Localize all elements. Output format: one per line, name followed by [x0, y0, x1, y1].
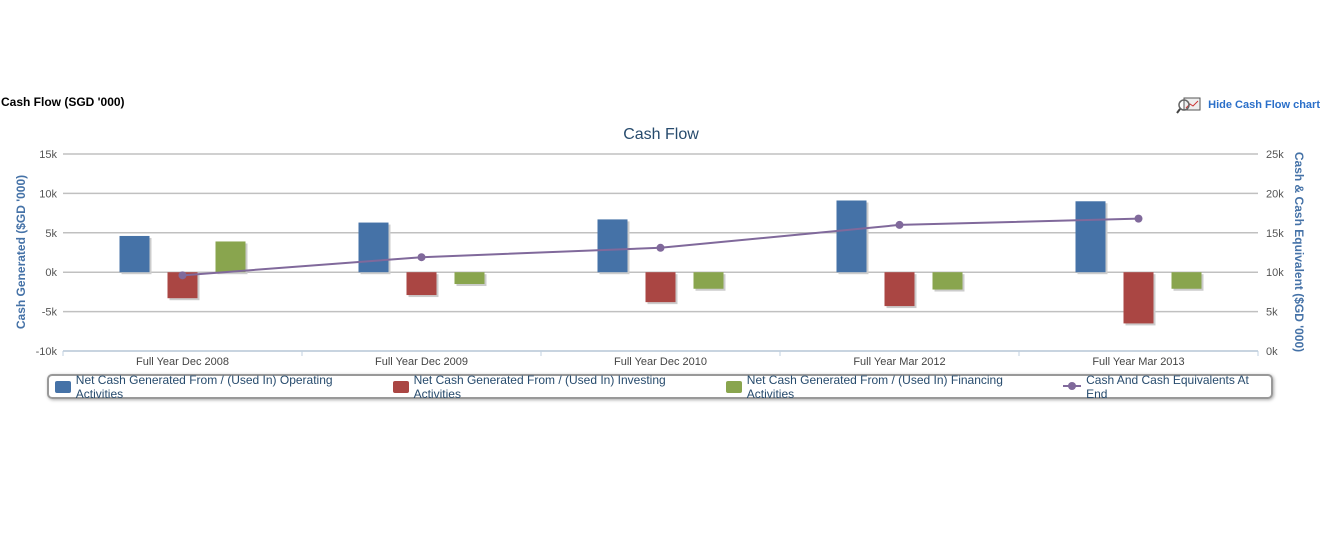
- line-point: [417, 253, 426, 262]
- x-tick-label: Full Year Dec 2010: [614, 356, 707, 368]
- legend-label: Net Cash Generated From / (Used In) Fina…: [746, 372, 1003, 401]
- y2-tick-label: 0k: [1266, 346, 1278, 358]
- y-axis-label: Cash Generated ($GD '000): [14, 175, 28, 329]
- y2-tick-label: 10k: [1266, 267, 1284, 279]
- y-tick-label: 5k: [45, 228, 57, 240]
- y-tick-label: 15k: [39, 149, 57, 161]
- chart-magnifier-icon: [1176, 97, 1201, 114]
- y-tick-label: 0k: [45, 267, 57, 279]
- chart-legend: Net Cash Generated From / (Used In) Oper…: [47, 372, 1273, 401]
- line-point: [895, 220, 904, 229]
- legend-item[interactable]: Net Cash Generated From / (Used In) Oper…: [55, 373, 379, 401]
- chart-title: Cash Flow: [623, 126, 699, 143]
- hide-chart-label: Hide Cash Flow chart: [1208, 99, 1320, 111]
- legend-swatch: [392, 380, 409, 393]
- y2-tick-label: 25k: [1266, 149, 1284, 161]
- line-point: [1134, 214, 1143, 223]
- bar: [1123, 272, 1154, 324]
- y-tick-label: -10k: [36, 346, 58, 358]
- legend-label: Net Cash Generated From / (Used In) Inve…: [413, 372, 666, 401]
- line-point: [656, 243, 665, 252]
- y2-tick-label: 20k: [1266, 188, 1284, 200]
- x-tick-label: Full Year Dec 2008: [136, 356, 229, 368]
- legend-item[interactable]: Net Cash Generated From / (Used In) Fina…: [725, 372, 1049, 401]
- y-tick-label: -5k: [42, 307, 58, 319]
- legend-line-marker: [1063, 380, 1082, 394]
- bar: [1075, 201, 1106, 273]
- y-tick-label: 10k: [39, 188, 57, 200]
- bar: [884, 272, 915, 307]
- cash-flow-chart: Cash Flow -10k 0k -5k 5k 0k 10k 5k 15k 10k 20k 15k…: [14, 126, 1306, 368]
- y2-tick-label: 15k: [1266, 228, 1284, 240]
- legend-item[interactable]: Cash And Cash Equivalents At End: [1063, 373, 1271, 401]
- line-point: [178, 271, 187, 280]
- x-tick-label: Full Year Mar 2013: [1092, 356, 1184, 368]
- bar: [358, 222, 389, 273]
- bar: [693, 272, 724, 289]
- bar: [454, 272, 485, 285]
- hide-chart-link[interactable]: Hide Cash Flow chart: [1176, 96, 1320, 114]
- legend-swatch: [725, 380, 742, 393]
- bar: [932, 272, 963, 290]
- y2-tick-label: 5k: [1266, 307, 1278, 319]
- x-tick-label: Full Year Mar 2012: [853, 356, 945, 368]
- bar: [1171, 272, 1202, 289]
- bar: [215, 241, 246, 273]
- x-tick-label: Full Year Dec 2009: [375, 356, 468, 368]
- bar: [597, 219, 628, 273]
- section-title: Cash Flow (SGD '000): [1, 95, 125, 109]
- legend-label: Cash And Cash Equivalents At End: [1086, 372, 1249, 401]
- bar: [645, 272, 676, 303]
- bar: [406, 272, 437, 296]
- legend-label: Net Cash Generated From / (Used In) Oper…: [75, 372, 333, 401]
- bar: [119, 235, 150, 273]
- bar: [836, 200, 867, 273]
- legend-swatch: [55, 380, 71, 393]
- y2-axis-label: Cash & Cash Equivalent ($GD '000): [1292, 152, 1306, 352]
- legend-item[interactable]: Net Cash Generated From / (Used In) Inve…: [392, 372, 712, 401]
